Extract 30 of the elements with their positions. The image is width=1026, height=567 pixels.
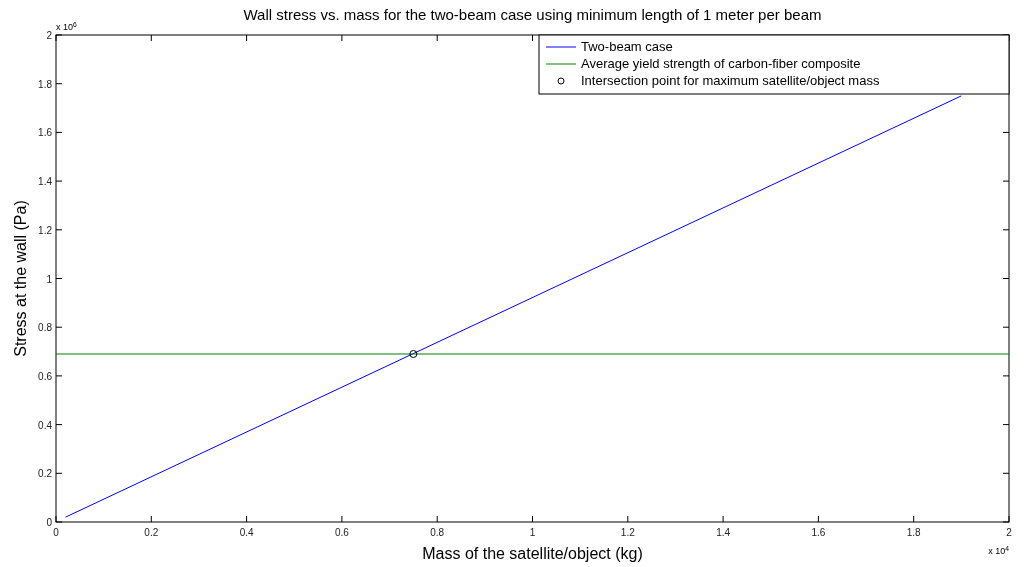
y-axis-title: Stress at the wall (Pa)	[12, 200, 29, 357]
y-tick-label: 1.6	[38, 127, 53, 139]
y-tick-label: 0.2	[38, 468, 53, 480]
text: x 10$^{4}$	[988, 544, 1010, 556]
x-tick-label: 0.4	[239, 527, 254, 538]
y-tick-label: 1	[46, 273, 53, 285]
y-tick-label: 1.2	[38, 224, 53, 236]
x-tick-label: 1	[529, 527, 536, 538]
x-tick-label: 0	[53, 527, 60, 538]
x-axis-title: Mass of the satellite/object (kg)	[422, 545, 643, 562]
x-tick-label: 2	[1006, 527, 1013, 538]
x-tick-label: 1.4	[716, 527, 731, 538]
y-tick-label: 0.8	[38, 322, 53, 334]
y-tick-label: 0.4	[38, 419, 53, 431]
y-tick-label: 0	[46, 517, 53, 528]
y-tick-label: 0.6	[38, 370, 53, 382]
legend-label: Average yield strength of carbon-fiber composite	[581, 56, 861, 71]
x-tick-label: 1.2	[620, 527, 636, 538]
x-tick-label: 0.8	[430, 527, 445, 538]
chart-title: Wall stress vs. mass for the two-beam case using minimum length of 1 meter per beam	[243, 6, 822, 23]
y-tick-label: 2	[46, 30, 53, 41]
x-tick-label: 0.2	[144, 527, 159, 538]
legend-label: Two-beam case	[581, 39, 673, 54]
legend-label: Intersection point for maximum satellite/object mass	[581, 73, 880, 88]
x-tick-label: 0.6	[334, 527, 350, 538]
text: x 10$^{6}$	[56, 20, 78, 32]
x-tick-label: 1.8	[906, 527, 922, 538]
y-tick-label: 1.8	[38, 78, 53, 90]
x-tick-label: 1.6	[811, 527, 826, 538]
y-tick-label: 1.4	[38, 176, 53, 188]
